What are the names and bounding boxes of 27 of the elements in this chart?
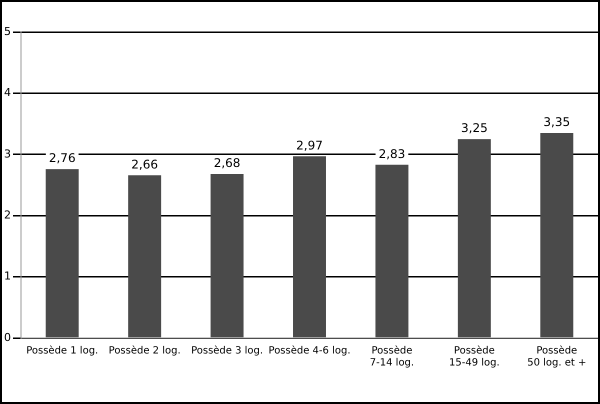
y-tick-label: 2 xyxy=(4,208,11,222)
y-tick-label: 3 xyxy=(4,147,11,160)
y-tick-label: 5 xyxy=(4,24,11,38)
data-label: 2,76 xyxy=(48,151,76,166)
y-tick-label: 0 xyxy=(4,330,11,344)
data-label: 2,68 xyxy=(214,156,240,170)
x-tick-label: Possède 2 log. xyxy=(108,346,181,357)
data-label: 2,97 xyxy=(296,138,323,152)
bar xyxy=(46,169,79,338)
bar xyxy=(375,164,408,338)
y-tick-label: 4 xyxy=(4,86,11,100)
data-label: 3,35 xyxy=(543,115,570,130)
data-label: 3,25 xyxy=(460,121,488,136)
x-tick-label: Possède 7-14 log. xyxy=(370,346,414,369)
bar xyxy=(128,175,162,338)
x-tick-label: Possède 3 log. xyxy=(191,346,264,357)
data-label: 2,66 xyxy=(131,157,158,172)
bar xyxy=(458,139,491,338)
bar xyxy=(210,174,244,338)
x-tick-label: Possède 15-49 log. xyxy=(449,346,500,369)
x-tick-label: Possède 1 log. xyxy=(26,346,98,357)
bar xyxy=(293,156,326,338)
bar xyxy=(540,132,574,338)
y-tick-label: 1 xyxy=(4,270,11,283)
data-label: 2,83 xyxy=(378,146,406,161)
x-tick-label: Possède 4-6 log. xyxy=(268,346,350,357)
x-tick-label: Possède 50 log. et + xyxy=(527,346,586,369)
